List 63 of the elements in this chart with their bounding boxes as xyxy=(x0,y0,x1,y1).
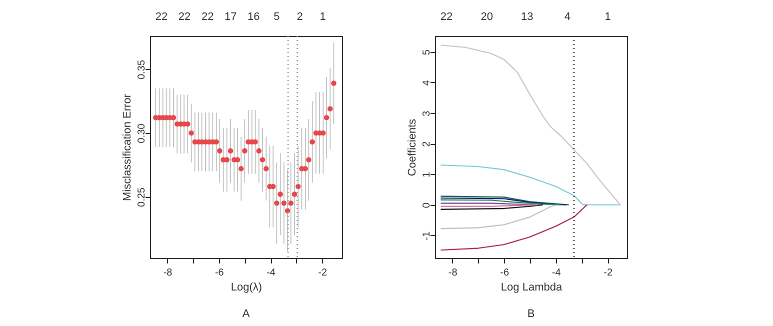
point xyxy=(274,200,280,206)
text: 2 xyxy=(296,11,303,23)
text: 22 xyxy=(201,11,214,23)
y-tick-label: 5 xyxy=(422,49,432,56)
point xyxy=(185,121,190,127)
text: 22 xyxy=(440,11,453,23)
point xyxy=(228,148,234,154)
y-tick-label: 1 xyxy=(422,171,432,178)
line-series xyxy=(440,204,588,251)
x-tick-label: -8 xyxy=(448,268,458,278)
y-tick-label: 4 xyxy=(422,80,432,86)
text: 17 xyxy=(224,11,237,23)
point xyxy=(324,115,330,120)
point xyxy=(310,139,315,145)
text: 20 xyxy=(480,11,493,23)
point xyxy=(256,148,262,154)
point xyxy=(260,157,266,162)
line-series xyxy=(440,204,556,230)
point xyxy=(320,130,326,136)
y-tick-label: 0.30 xyxy=(136,123,148,144)
point xyxy=(327,106,333,112)
line-series xyxy=(440,44,621,206)
point xyxy=(331,80,336,86)
point xyxy=(263,166,269,172)
text: 4 xyxy=(564,11,571,23)
text: 1 xyxy=(320,11,326,23)
text: 22 xyxy=(155,11,168,23)
point xyxy=(292,192,298,197)
point xyxy=(306,157,312,162)
y-axis-title: Misclassification Error xyxy=(122,94,134,201)
point xyxy=(281,200,287,206)
x-tick-label: -2 xyxy=(604,268,613,278)
line-series xyxy=(440,197,567,206)
text: 1 xyxy=(604,11,611,23)
y-axis-title: Coefficients xyxy=(406,118,418,176)
y-tick-label: 3 xyxy=(422,110,432,116)
text: 16 xyxy=(248,11,260,23)
x-axis-title: Log(λ) xyxy=(230,282,262,294)
text: 5 xyxy=(274,11,280,23)
point xyxy=(238,166,244,172)
y-tick-label: 2 xyxy=(422,140,432,147)
y-tick-label: 0.25 xyxy=(136,187,148,207)
text: 22 xyxy=(178,11,191,23)
text: B xyxy=(527,308,535,320)
text: 13 xyxy=(521,11,534,23)
point xyxy=(278,192,283,197)
y-tick-label: -1 xyxy=(422,230,432,240)
y-tick-label: 0 xyxy=(422,202,432,208)
x-tick-label: -6 xyxy=(214,268,224,278)
y-tick-label: 0.35 xyxy=(136,60,148,80)
x-axis-title: Log Lambda xyxy=(500,282,563,294)
line-series xyxy=(440,164,621,206)
x-tick-label: -2 xyxy=(318,268,328,278)
text: A xyxy=(242,308,250,320)
x-tick-label: -6 xyxy=(500,268,510,278)
line-series xyxy=(440,196,570,206)
x-tick-label: -4 xyxy=(552,268,562,278)
point xyxy=(188,130,194,136)
x-tick-label: -8 xyxy=(163,268,173,278)
point xyxy=(242,148,248,154)
point xyxy=(217,148,222,154)
point xyxy=(288,200,294,206)
x-tick-label: -4 xyxy=(266,268,276,278)
